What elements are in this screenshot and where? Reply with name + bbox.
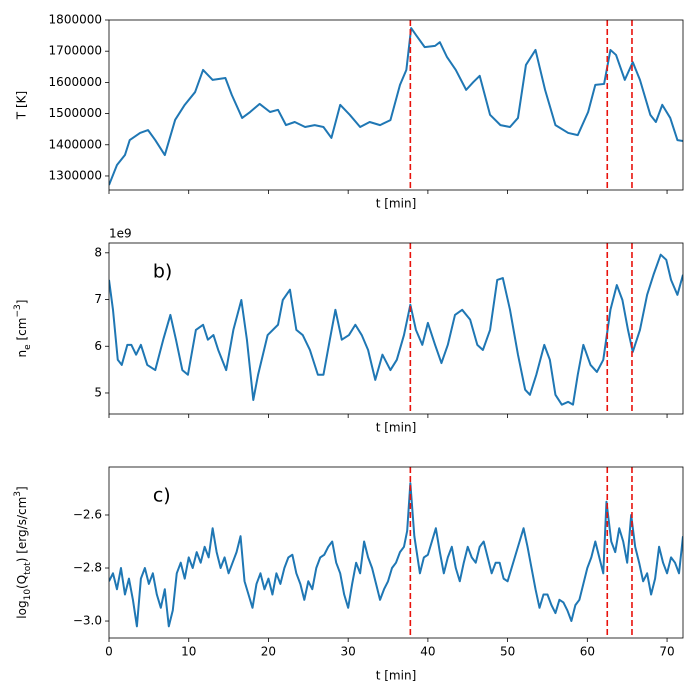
y-axis-label-part: tot: [23, 562, 33, 575]
y-tick-label: −2.8: [73, 561, 102, 575]
y-tick-label: −3.0: [73, 614, 102, 628]
y-tick-label: 1400000: [49, 137, 102, 151]
y-tick-label: 6: [94, 339, 102, 353]
y-tick-label: 1500000: [49, 106, 102, 120]
y-tick-label: 1700000: [49, 44, 102, 58]
y-axis-label-part: ]: [15, 486, 29, 491]
y-tick-label: 1800000: [49, 13, 102, 27]
x-axis-label: t [min]: [376, 421, 417, 435]
y-axis-label: ne [cm−3]: [13, 300, 33, 358]
y-axis-label-part: [cm: [15, 318, 29, 345]
y-axis-label-part: e: [23, 344, 33, 350]
x-axis-label: t [min]: [376, 669, 417, 683]
plot-area: [109, 27, 683, 186]
y-axis-label-part: (Q: [15, 575, 29, 589]
x-axis-label: t [min]: [376, 197, 417, 211]
panel-label: c): [153, 485, 171, 507]
y-axis-label-part: ]: [15, 300, 29, 305]
y-axis-label-part: log: [15, 600, 29, 618]
axes-frame: [108, 242, 684, 415]
x-tick-label: 70: [659, 645, 674, 659]
y-axis-label-part: n: [15, 350, 29, 358]
x-tick-label: 10: [181, 645, 196, 659]
data-line: [109, 253, 683, 406]
y-axis-label-part: 3: [13, 491, 23, 497]
axes-frame: [108, 466, 684, 639]
y-axis-label-part: ) [erg/s/cm: [15, 497, 29, 563]
y-axis-label-part: −3: [13, 304, 23, 317]
y-tick-label: 8: [94, 245, 102, 259]
x-tick-label: 60: [580, 645, 595, 659]
y-tick-label: −2.6: [73, 507, 102, 521]
y-tick-label: 1600000: [49, 75, 102, 89]
panel-label: b): [153, 261, 172, 283]
offset-text: 1e9: [109, 227, 132, 241]
y-axis-label-part: 10: [23, 589, 33, 601]
y-axis-label: T [K]: [15, 91, 29, 120]
x-tick-label: 20: [261, 645, 276, 659]
y-tick-label: 7: [94, 292, 102, 306]
axes-frame: [108, 19, 684, 191]
x-tick-label: 30: [341, 645, 356, 659]
y-axis-label: log10(Qtot) [erg/s/cm3]: [13, 486, 33, 618]
plot-area: [109, 482, 683, 628]
x-tick-label: 50: [500, 645, 515, 659]
x-tick-label: 0: [105, 645, 113, 659]
plot-area: [109, 253, 683, 406]
y-tick-label: 1300000: [49, 168, 102, 182]
data-line: [109, 482, 683, 628]
x-tick-label: 40: [420, 645, 435, 659]
data-line: [109, 27, 683, 186]
y-tick-label: 5: [94, 385, 102, 399]
